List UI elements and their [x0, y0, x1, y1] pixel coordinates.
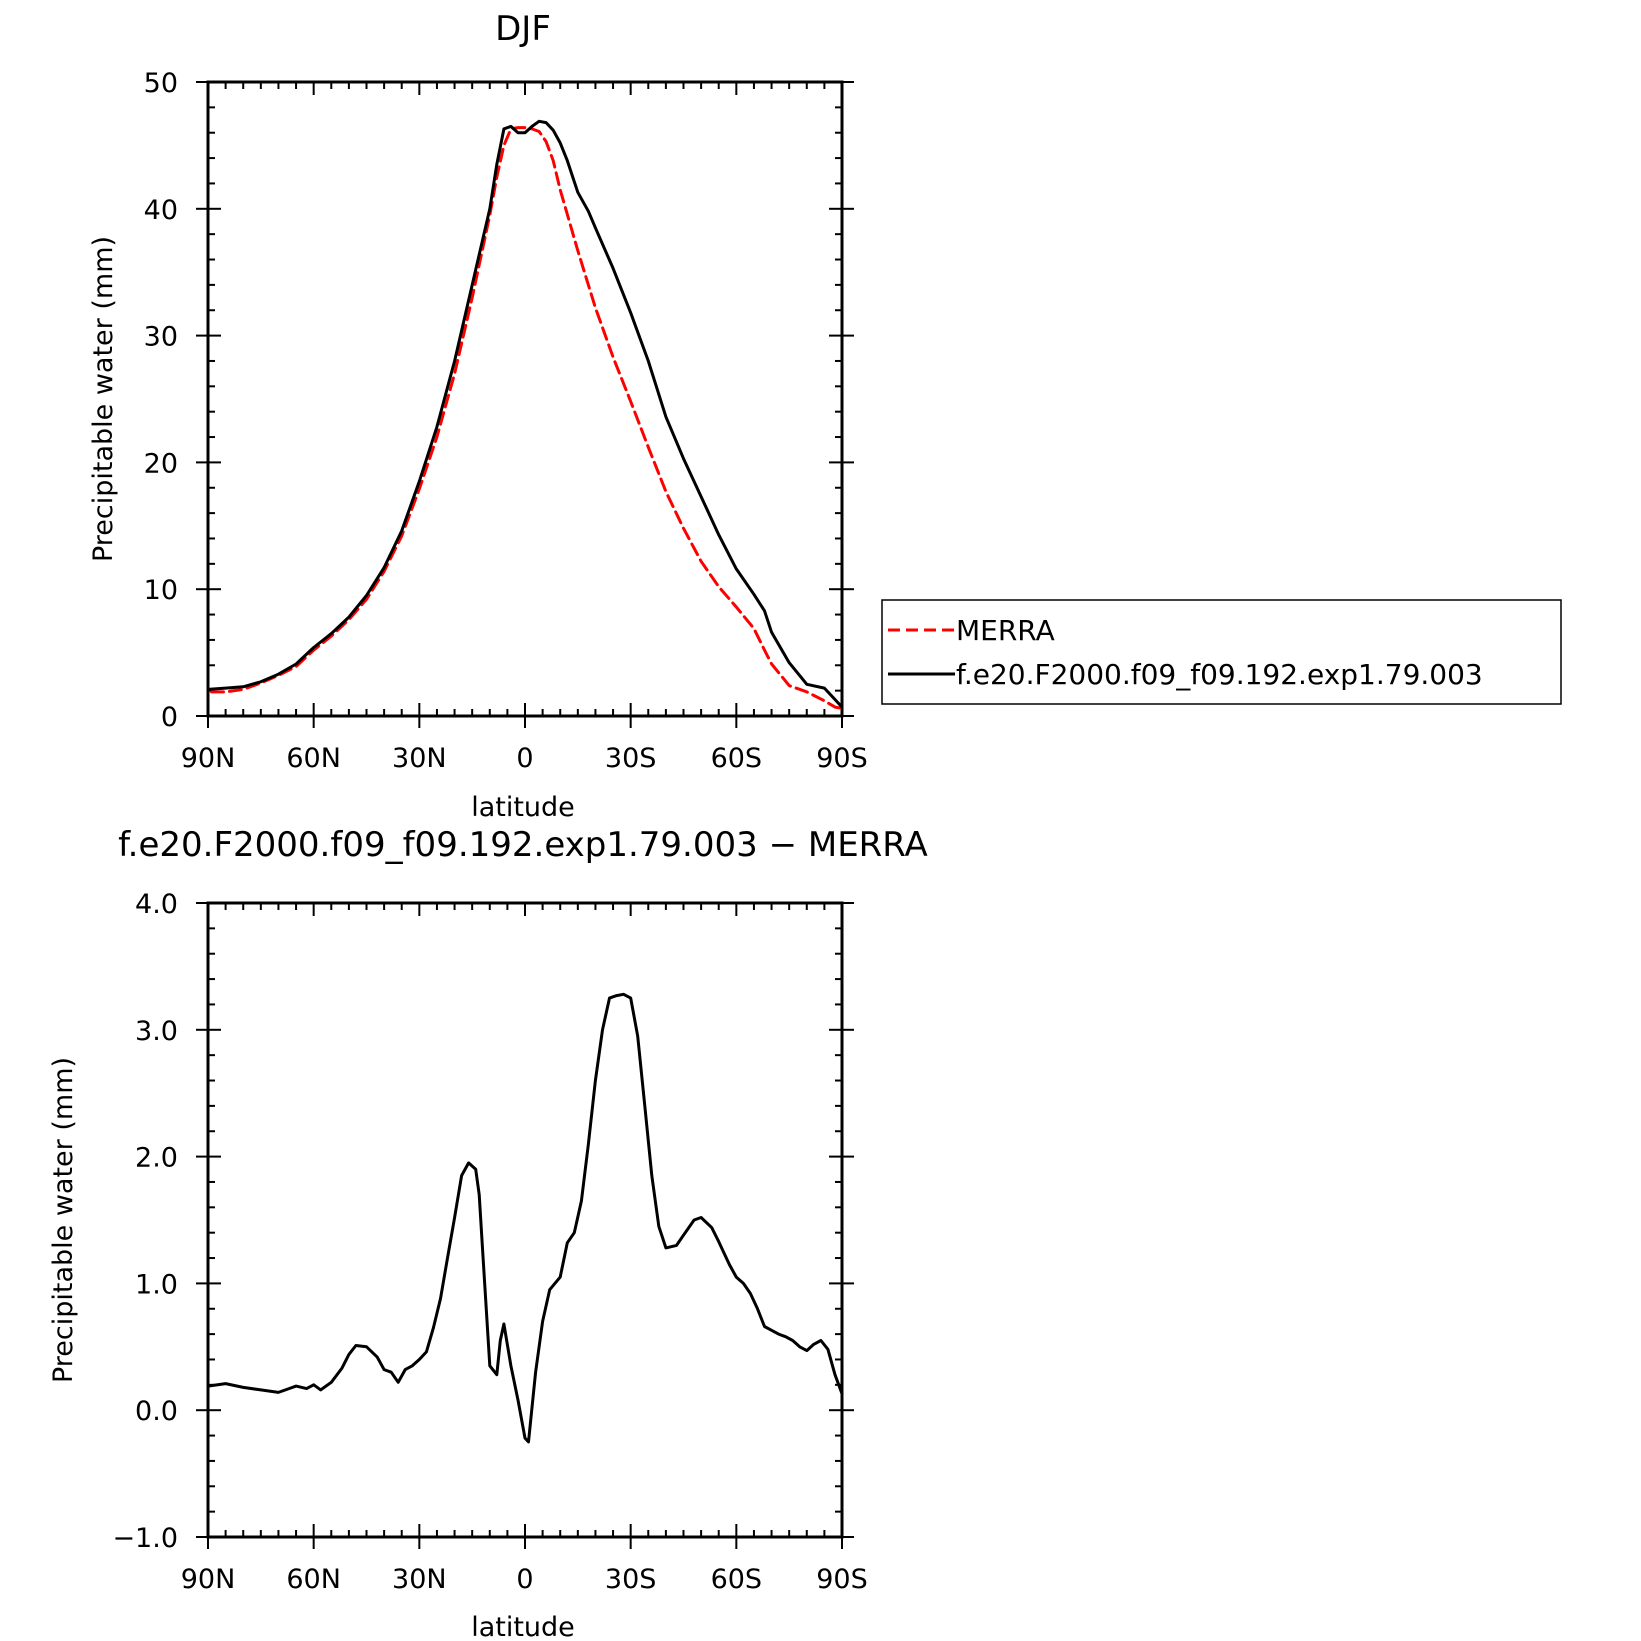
- legend-label-model: f.e20.F2000.f09_f09.192.exp1.79.003: [956, 658, 1483, 691]
- x-tick-label: 0: [516, 1564, 533, 1595]
- y-tick-label: 20: [144, 448, 178, 479]
- series-line-2: [206, 119, 844, 709]
- y-tick-label: 0.0: [135, 1396, 178, 1427]
- y-tick-label: 50: [144, 68, 178, 99]
- y-tick-label: −1.0: [112, 1523, 178, 1554]
- bottom-panel: f.e20.F2000.f09_f09.192.exp1.79.003 − ME…: [48, 825, 928, 1641]
- top-y-axis-label: Precipitable water (mm): [88, 236, 119, 562]
- top-x-axis-label: latitude: [471, 792, 575, 823]
- x-tick-label: 60S: [711, 1564, 763, 1595]
- x-tick-label: 60N: [286, 1564, 341, 1595]
- top-tick-marks: [196, 81, 854, 728]
- x-tick-label: 60S: [711, 743, 763, 774]
- x-tick-label: 90S: [816, 743, 868, 774]
- y-tick-label: 1.0: [135, 1269, 178, 1300]
- y-tick-label: 3.0: [135, 1016, 178, 1047]
- x-tick-label: 0: [516, 743, 533, 774]
- x-tick-label: 30N: [392, 743, 447, 774]
- y-tick-label: 10: [144, 575, 178, 606]
- series-line-1: [210, 126, 844, 710]
- top-panel: DJF 0 10 20 30 40 50 90N 60N 30N 0 30S 6…: [88, 9, 1562, 823]
- series-line-1: [206, 992, 844, 1444]
- y-tick-label: 30: [144, 322, 178, 353]
- bottom-y-axis-label: Precipitable water (mm): [48, 1057, 79, 1383]
- top-x-tick-labels: 90N 60N 30N 0 30S 60S 90S: [181, 743, 868, 774]
- x-tick-label: 30N: [392, 1564, 447, 1595]
- x-tick-label: 90N: [181, 1564, 236, 1595]
- bottom-x-axis-label: latitude: [471, 1612, 575, 1641]
- bottom-y-tick-labels: −1.0 0.0 1.0 2.0 3.0 4.0: [112, 889, 178, 1554]
- y-tick-label: 2.0: [135, 1143, 178, 1174]
- y-tick-label: 0: [161, 702, 178, 733]
- bottom-series: [206, 992, 844, 1444]
- x-tick-label: 30S: [605, 1564, 657, 1595]
- y-tick-label: 40: [144, 195, 178, 226]
- x-tick-label: 30S: [605, 743, 657, 774]
- legend-box: [881, 599, 1562, 705]
- bottom-x-tick-labels: 90N 60N 30N 0 30S 60S 90S: [181, 1564, 868, 1595]
- top-y-tick-labels: 0 10 20 30 40 50: [144, 68, 178, 733]
- top-series: [206, 119, 844, 710]
- x-tick-label: 60N: [286, 743, 341, 774]
- x-tick-label: 90S: [816, 1564, 868, 1595]
- x-tick-label: 90N: [181, 743, 236, 774]
- bottom-plot-frame: [206, 901, 844, 1539]
- bottom-chart-title: f.e20.F2000.f09_f09.192.exp1.79.003 − ME…: [118, 825, 928, 865]
- bottom-tick-marks: [196, 902, 854, 1549]
- legend-label-merra: MERRA: [956, 614, 1055, 647]
- top-chart-title: DJF: [495, 9, 551, 49]
- y-tick-label: 4.0: [135, 889, 178, 920]
- legend: MERRA f.e20.F2000.f09_f09.192.exp1.79.00…: [881, 599, 1562, 705]
